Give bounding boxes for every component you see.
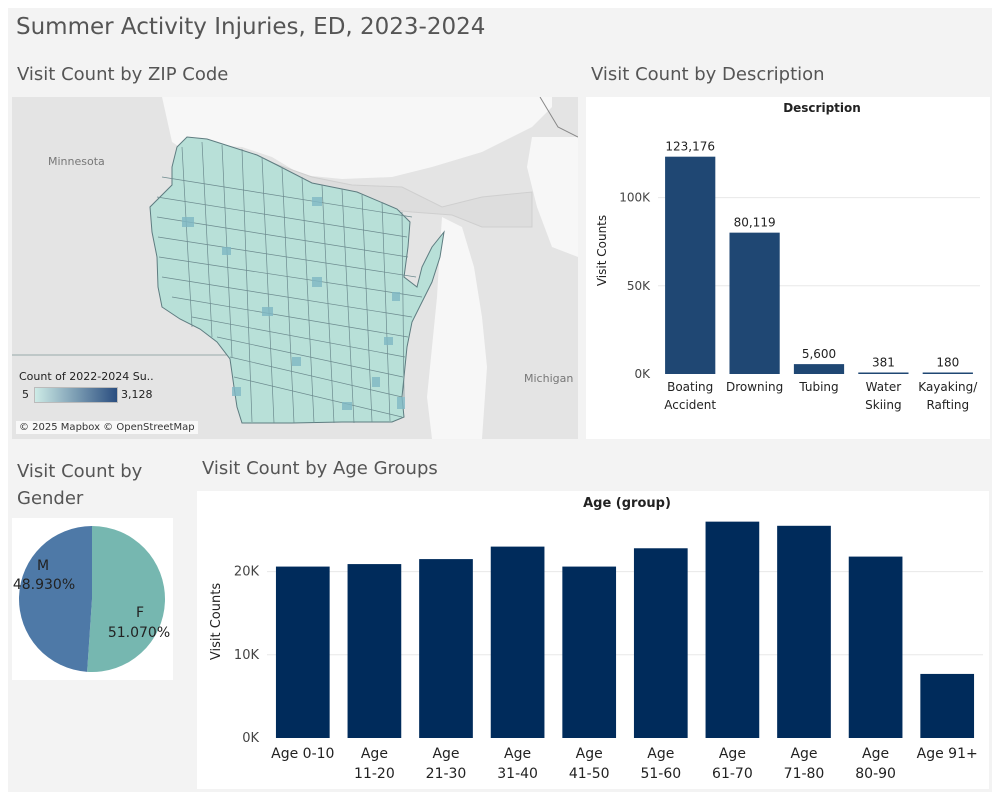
- bar: [793, 364, 845, 374]
- x-tick-label: Age: [719, 746, 746, 762]
- pie-label: F: [136, 605, 144, 621]
- x-tick-label: Kayaking/: [918, 380, 978, 394]
- map-canvas: [12, 96, 579, 439]
- map-attribution: © 2025 Mapbox © OpenStreetMap: [16, 421, 198, 434]
- y-tick-label: 0K: [634, 367, 651, 381]
- bar: [562, 566, 617, 738]
- bar: [705, 521, 760, 738]
- description-chart-panel: Description 0K 50K 100K Visit Counts 123,176 B…: [586, 97, 990, 439]
- description-section-title: Visit Count by Description: [591, 64, 825, 85]
- x-tick-label: Age: [647, 746, 674, 762]
- pie-value-label: 51.070%: [108, 625, 170, 641]
- bar: [419, 559, 473, 738]
- x-tick-label: Age: [862, 746, 889, 762]
- y-tick-label: 100K: [619, 191, 651, 205]
- x-tick-label: 11-20: [354, 766, 395, 782]
- chart-title: Age (group): [583, 496, 671, 511]
- x-tick-label: Age 0-10: [271, 746, 334, 762]
- age-section-title: Visit Count by Age Groups: [202, 458, 438, 479]
- pie-slice: [19, 526, 93, 672]
- x-tick-label: 51-60: [640, 766, 681, 782]
- description-bar-chart: Description 0K 50K 100K Visit Counts 123,176 B…: [595, 101, 980, 412]
- x-tick-label: Age: [432, 746, 459, 762]
- lake-superior: [162, 97, 552, 179]
- x-tick-label: Rafting: [926, 398, 969, 412]
- x-tick-label: Age 91+: [917, 746, 978, 762]
- road-line: [539, 96, 579, 138]
- lake-huron: [527, 137, 578, 257]
- bar: [347, 564, 402, 738]
- lake-michigan: [427, 217, 487, 439]
- data-label: 180: [936, 356, 959, 370]
- y-tick-label: 10K: [234, 648, 260, 663]
- map-legend-ramp: [34, 387, 118, 403]
- x-tick-label: Boating: [667, 380, 713, 394]
- data-label: 123,176: [665, 140, 715, 154]
- zip-highlights: [182, 197, 405, 410]
- bar: [633, 548, 688, 738]
- data-label: 5,600: [802, 347, 836, 361]
- y-axis-label: Visit Counts: [209, 583, 224, 660]
- bar: [920, 673, 975, 738]
- data-label: 381: [872, 356, 895, 370]
- x-tick-label: 80-90: [855, 766, 896, 782]
- gender-chart-panel: F 51.070% M 48.930%: [12, 518, 173, 680]
- bar: [665, 156, 716, 374]
- bar: [777, 525, 831, 738]
- age-chart-panel: Age (group) 0K 10K 20K Visit Counts Age 0-10 A…: [197, 491, 989, 789]
- pie-label: M: [37, 558, 49, 574]
- wisconsin-zip-regions: [149, 136, 445, 424]
- y-tick-label: 20K: [234, 565, 260, 580]
- x-tick-label: Water: [866, 380, 902, 394]
- pie-slice: [87, 526, 166, 672]
- y-axis-label: Visit Counts: [595, 215, 609, 286]
- y-tick-label: 50K: [627, 279, 651, 293]
- map-legend-max: 3,128: [121, 388, 153, 401]
- x-tick-label: 21-30: [426, 766, 467, 782]
- data-label: 80,119: [734, 216, 776, 230]
- x-tick-label: Age: [790, 746, 817, 762]
- x-tick-label: Drowning: [726, 380, 783, 394]
- x-tick-label: Age: [361, 746, 388, 762]
- bar: [275, 566, 330, 738]
- chart-title: Description: [783, 101, 861, 115]
- map-label-michigan: Michigan: [524, 372, 574, 385]
- x-tick-label: 31-40: [497, 766, 538, 782]
- gender-pie-chart: F 51.070% M 48.930%: [13, 526, 170, 672]
- map-legend-title: Count of 2022-2024 Su..: [19, 370, 154, 383]
- zip-code-map[interactable]: [12, 96, 579, 439]
- zip-grid: [156, 141, 423, 424]
- map-legend-min: 5: [22, 388, 29, 401]
- y-tick-label: 0K: [242, 731, 259, 746]
- pie-value-label: 48.930%: [13, 577, 75, 593]
- x-tick-label: Accident: [664, 398, 716, 412]
- bar: [490, 546, 545, 738]
- x-tick-label: 71-80: [784, 766, 825, 782]
- map-label-minnesota: Minnesota: [48, 155, 105, 168]
- map-section-title: Visit Count by ZIP Code: [17, 64, 229, 85]
- x-tick-label: 41-50: [569, 766, 610, 782]
- x-tick-label: Age: [504, 746, 531, 762]
- x-tick-label: Age: [576, 746, 603, 762]
- bar: [729, 232, 780, 374]
- x-tick-label: 61-70: [712, 766, 753, 782]
- bar: [848, 556, 903, 738]
- x-tick-label: Tubing: [798, 380, 838, 394]
- bar: [858, 372, 909, 374]
- age-bar-chart: Age (group) 0K 10K 20K Visit Counts Age 0-10 A…: [209, 496, 983, 782]
- dashboard-title: Summer Activity Injuries, ED, 2023-2024: [16, 14, 486, 40]
- x-tick-label: Skiing: [865, 398, 901, 412]
- bar: [922, 372, 973, 374]
- gender-section-title: Visit Count by Gender: [17, 461, 143, 509]
